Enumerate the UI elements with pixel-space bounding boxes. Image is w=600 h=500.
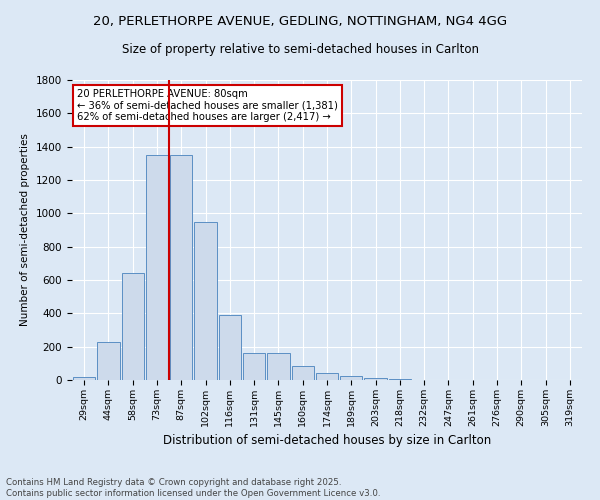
Bar [218, 315, 241, 380]
Y-axis label: Number of semi-detached properties: Number of semi-detached properties [20, 134, 31, 326]
Bar [364, 378, 387, 380]
Bar [389, 379, 411, 380]
Bar [194, 222, 217, 380]
Bar [170, 155, 193, 380]
Bar [146, 155, 168, 380]
Text: Size of property relative to semi-detached houses in Carlton: Size of property relative to semi-detach… [121, 42, 479, 56]
Bar [340, 376, 362, 380]
X-axis label: Distribution of semi-detached houses by size in Carlton: Distribution of semi-detached houses by … [163, 434, 491, 448]
Bar [73, 376, 95, 380]
Bar [316, 374, 338, 380]
Text: Contains HM Land Registry data © Crown copyright and database right 2025.
Contai: Contains HM Land Registry data © Crown c… [6, 478, 380, 498]
Bar [267, 352, 290, 380]
Bar [292, 366, 314, 380]
Text: 20 PERLETHORPE AVENUE: 80sqm
← 36% of semi-detached houses are smaller (1,381)
6: 20 PERLETHORPE AVENUE: 80sqm ← 36% of se… [77, 89, 338, 122]
Bar [122, 274, 144, 380]
Text: 20, PERLETHORPE AVENUE, GEDLING, NOTTINGHAM, NG4 4GG: 20, PERLETHORPE AVENUE, GEDLING, NOTTING… [93, 15, 507, 28]
Bar [243, 352, 265, 380]
Bar [97, 342, 119, 380]
